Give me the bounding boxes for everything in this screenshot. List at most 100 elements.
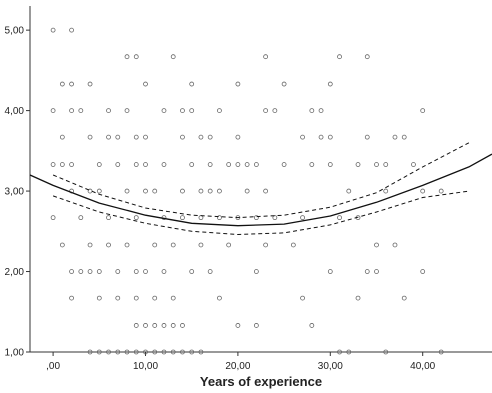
data-point bbox=[170, 349, 176, 355]
data-point bbox=[346, 188, 352, 194]
data-point bbox=[207, 162, 213, 167]
y-tick-label: 2,00 bbox=[5, 267, 25, 278]
data-point bbox=[59, 81, 65, 87]
data-point bbox=[115, 162, 121, 167]
data-point bbox=[300, 134, 305, 140]
x-tick-label: ,00 bbox=[46, 361, 60, 372]
data-point bbox=[87, 242, 93, 248]
data-point bbox=[272, 108, 278, 114]
data-point bbox=[189, 349, 195, 355]
data-point bbox=[392, 242, 398, 248]
data-point bbox=[337, 349, 342, 355]
data-point bbox=[401, 295, 407, 301]
data-point bbox=[290, 242, 296, 248]
data-point bbox=[143, 349, 148, 355]
data-point bbox=[106, 242, 111, 248]
data-point bbox=[143, 323, 148, 328]
data-point bbox=[133, 162, 139, 167]
data-point bbox=[253, 269, 259, 274]
data-point bbox=[59, 162, 65, 167]
data-point bbox=[69, 81, 74, 87]
data-point bbox=[180, 349, 185, 355]
data-point bbox=[115, 134, 121, 140]
data-point bbox=[50, 27, 56, 33]
data-point bbox=[143, 188, 148, 194]
data-point bbox=[438, 188, 444, 194]
data-point bbox=[364, 269, 370, 274]
data-point bbox=[327, 269, 333, 274]
data-point bbox=[226, 162, 232, 167]
data-point bbox=[217, 108, 222, 114]
data-point bbox=[50, 108, 56, 114]
data-point bbox=[69, 162, 74, 167]
data-point bbox=[198, 242, 204, 248]
data-point bbox=[133, 215, 139, 221]
data-point bbox=[133, 323, 139, 328]
data-point bbox=[217, 295, 222, 301]
y-tick-label: 3,00 bbox=[5, 187, 25, 198]
data-point bbox=[374, 242, 379, 248]
data-point bbox=[355, 162, 361, 167]
data-point bbox=[383, 349, 389, 355]
data-point bbox=[180, 323, 185, 328]
data-point bbox=[207, 134, 213, 140]
data-point bbox=[374, 269, 379, 274]
data-point bbox=[364, 54, 370, 60]
data-point bbox=[161, 162, 167, 167]
data-point bbox=[180, 134, 185, 140]
data-point bbox=[383, 162, 389, 167]
data-point bbox=[124, 349, 130, 355]
data-point bbox=[420, 188, 426, 194]
data-point bbox=[50, 215, 56, 221]
data-point bbox=[309, 323, 315, 328]
data-point bbox=[411, 162, 416, 167]
data-point bbox=[106, 215, 111, 221]
data-point bbox=[207, 269, 213, 274]
data-point bbox=[198, 188, 204, 194]
data-point bbox=[263, 188, 269, 194]
data-point bbox=[318, 134, 324, 140]
data-point bbox=[133, 349, 139, 355]
data-point bbox=[133, 295, 139, 301]
data-point bbox=[235, 162, 241, 167]
axes: ,00 10,00 20,00 30,00 40,00 1,00 2,00 3,00 4,00 5… bbox=[5, 6, 492, 372]
data-point bbox=[96, 295, 102, 301]
data-point bbox=[69, 295, 74, 301]
data-point bbox=[300, 295, 305, 301]
y-tick-label: 5,00 bbox=[5, 26, 25, 37]
data-point bbox=[96, 269, 102, 274]
data-point bbox=[59, 134, 65, 140]
data-point bbox=[281, 81, 287, 87]
data-point bbox=[87, 134, 93, 140]
data-point bbox=[207, 188, 213, 194]
data-point bbox=[69, 108, 74, 114]
data-point bbox=[78, 215, 84, 221]
data-point bbox=[253, 215, 259, 221]
data-point bbox=[244, 188, 250, 194]
data-point bbox=[115, 295, 121, 301]
data-point bbox=[318, 108, 324, 114]
data-point bbox=[152, 242, 158, 248]
data-point bbox=[133, 269, 139, 274]
data-point bbox=[263, 54, 269, 60]
data-point bbox=[96, 349, 102, 355]
data-point bbox=[198, 349, 204, 355]
data-point bbox=[189, 108, 195, 114]
data-point bbox=[143, 134, 148, 140]
data-point bbox=[59, 242, 65, 248]
data-point bbox=[96, 162, 102, 167]
data-point bbox=[327, 81, 333, 87]
data-point bbox=[217, 188, 222, 194]
data-point bbox=[143, 269, 148, 274]
data-point bbox=[235, 323, 241, 328]
data-point bbox=[253, 162, 259, 167]
data-point bbox=[152, 349, 158, 355]
x-tick-label: 20,00 bbox=[225, 361, 250, 372]
data-point bbox=[152, 323, 158, 328]
x-tick-label: 40,00 bbox=[410, 361, 435, 372]
data-point bbox=[87, 349, 93, 355]
data-point bbox=[96, 188, 102, 194]
data-point bbox=[337, 215, 342, 221]
data-point bbox=[124, 242, 130, 248]
